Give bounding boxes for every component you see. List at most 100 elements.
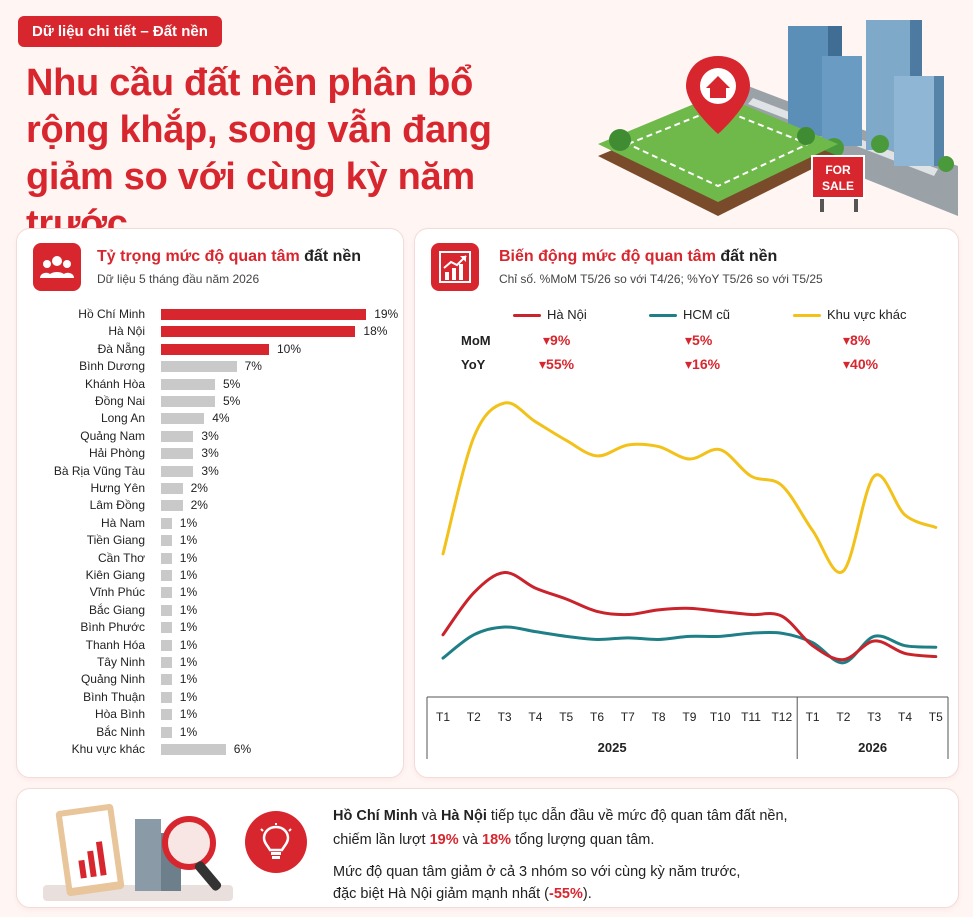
building-icon [788, 20, 944, 166]
bar [161, 552, 172, 564]
bar-label: Bình Phước [80, 620, 145, 635]
bar-label: Hồ Chí Minh [78, 307, 145, 321]
share-panel: Tỷ trọng mức độ quan tâm đất nền Dữ liệu… [16, 228, 404, 778]
bar-value: 1% [179, 568, 198, 582]
bar [161, 448, 194, 460]
report-magnifier-illustration [43, 803, 233, 901]
sign-text-1: FOR [825, 163, 851, 177]
x-tick-label: T6 [590, 710, 604, 724]
bar [161, 343, 269, 355]
share-title: Tỷ trọng mức độ quan tâm đất nền [97, 248, 361, 266]
bar-label: Bình Thuận [83, 689, 145, 704]
bar-label: Hà Nam [100, 515, 145, 530]
bar-row: Tiền Giang 1% [33, 532, 403, 549]
x-tick-label: T8 [652, 710, 666, 724]
bar-label: Quảng Nam [80, 428, 145, 443]
bar-row: Khánh Hòa 5% [33, 376, 403, 393]
bar-label: Bình Dương [79, 359, 145, 374]
bar-value: 6% [233, 742, 252, 756]
series-line-1 [441, 625, 938, 665]
bar-row: Hà Nội 18% [33, 323, 403, 340]
bar-row: Bắc Ninh 1% [33, 724, 403, 741]
x-tick-label: T3 [867, 710, 881, 724]
bar-value: 1% [179, 585, 198, 600]
bar-value: 18% [363, 324, 388, 339]
bar-value: 1% [179, 620, 198, 635]
bar-label: Quảng Ninh [80, 672, 145, 687]
bar-row: Đồng Nai 5% [33, 393, 403, 410]
legend-hcm: HCM cũ [683, 307, 730, 322]
bar-row: Quảng Nam 3% [33, 428, 403, 445]
trend-panel: Biến động mức độ quan tâm đất nền Chỉ số… [414, 228, 959, 778]
bar [161, 604, 172, 616]
mom-hcm: ▾5% [685, 332, 713, 348]
bar-value: 1% [179, 724, 198, 739]
bar-row: Đà Nẵng 10% [33, 341, 403, 358]
yoy-label: YoY [461, 357, 486, 372]
trend-title-dark: đất nền [720, 248, 778, 265]
bar-label: Lâm Đồng [89, 498, 145, 513]
legend-swatch-other [793, 314, 821, 317]
bar-label: Vĩnh Phúc [89, 585, 145, 600]
bar [161, 413, 205, 425]
bar-label: Long An [100, 411, 145, 426]
bar-label: Bắc Ninh [96, 724, 145, 739]
bar-row: Hà Nam 1% [33, 515, 403, 532]
bar-value: 5% [223, 376, 241, 391]
bar-value: 5% [223, 394, 241, 408]
yoy-hanoi: ▾55% [539, 356, 575, 372]
bar-row: Kiên Giang 1% [33, 567, 403, 584]
x-tick-label: T11 [741, 710, 761, 724]
bar [161, 361, 237, 373]
bar-row: Thanh Hóa 1% [33, 637, 403, 654]
bar [161, 483, 183, 494]
bar-row: Bình Dương 7% [33, 358, 403, 375]
series-line-0 [441, 571, 938, 662]
bar [161, 535, 172, 547]
bar [161, 465, 194, 477]
bar-label: Hải Phòng [88, 446, 145, 461]
insight-line-1: Hồ Chí Minh và Hà Nội tiếp tục dẫn đầu v… [333, 808, 788, 824]
share-subtitle: Dữ liệu 5 tháng đầu năm 2026 [97, 272, 260, 286]
bar-label: Hòa Bình [94, 707, 145, 722]
bar-value: 1% [179, 602, 198, 617]
bar-label: Cần Thơ [97, 550, 145, 565]
yoy-hcm: ▾16% [685, 356, 721, 372]
bar [161, 326, 356, 338]
series-line-2 [441, 401, 938, 574]
x-tick-label: T1 [436, 710, 450, 724]
bar-value: 1% [179, 515, 198, 530]
bar-row: Bắc Giang 1% [33, 602, 403, 619]
bar [161, 744, 226, 755]
bar-label: Khu vực khác [71, 742, 145, 756]
bar [161, 500, 183, 512]
bar-row: Bình Thuận 1% [33, 689, 403, 706]
bar-label: Đà Nẵng [97, 341, 145, 356]
page-title: Nhu cầu đất nền phân bổ rộng khắp, song … [26, 60, 586, 248]
sign-text-2: SALE [822, 179, 854, 193]
insight-panel: Hồ Chí Minh và Hà Nội tiếp tục dẫn đầu v… [16, 788, 959, 908]
bar-label: Tiền Giang [86, 533, 145, 548]
year-label-2026: 2026 [858, 740, 887, 755]
insight-line-2: chiếm lần lượt 19% và 18% tổng lượng qua… [333, 832, 655, 848]
bar [161, 709, 172, 721]
share-title-red: Tỷ trọng mức độ quan tâm [97, 248, 300, 265]
x-tick-label: T7 [621, 710, 635, 724]
mom-hanoi: ▾9% [543, 332, 571, 348]
bar-value: 10% [277, 341, 302, 356]
bar-value: 3% [201, 463, 219, 478]
mom-other: ▾8% [843, 332, 871, 348]
x-tick-label: T2 [467, 710, 481, 724]
bar [161, 726, 172, 738]
bar-value: 1% [179, 655, 198, 669]
bar-row: Long An 4% [33, 410, 403, 427]
mom-label: MoM [461, 333, 491, 348]
legend-swatch-hcm [649, 314, 677, 317]
bar-label: Bà Rịa Vũng Tàu [53, 463, 145, 478]
trend-title: Biến động mức độ quan tâm đất nền [499, 248, 777, 266]
insight-line-3: Mức độ quan tâm giảm ở cả 3 nhóm so với … [333, 864, 741, 880]
bar-value: 1% [179, 707, 198, 722]
bar-label: Kiên Giang [85, 568, 145, 582]
bar-value: 19% [374, 307, 399, 321]
for-sale-sign-icon: FOR SALE [811, 155, 865, 212]
